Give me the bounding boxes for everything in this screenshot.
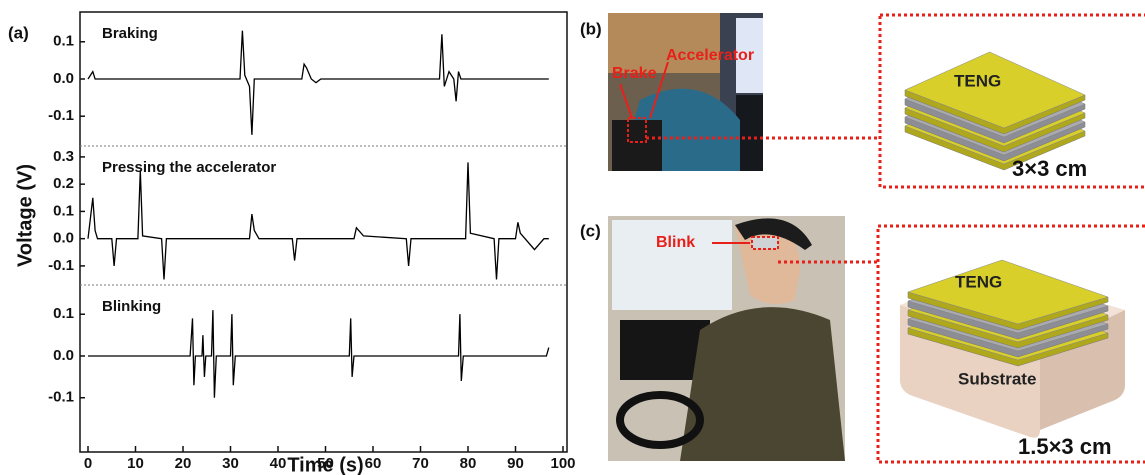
x-tick-label: 20 bbox=[175, 455, 192, 472]
device-size: 3×3 cm bbox=[1012, 156, 1087, 181]
y-tick-label: -0.1 bbox=[48, 257, 74, 274]
photo-c bbox=[608, 216, 845, 461]
layer bbox=[904, 51, 1086, 129]
x-tick-label: 90 bbox=[507, 455, 524, 472]
device-box bbox=[876, 224, 1145, 464]
device-label: TENG bbox=[954, 71, 1001, 90]
photo-b bbox=[608, 13, 763, 171]
panel-label: (b) bbox=[580, 19, 602, 38]
x-tick-label: 80 bbox=[460, 455, 477, 472]
y-tick-label: 0.0 bbox=[53, 347, 74, 364]
y-tick-label: 0.0 bbox=[53, 230, 74, 247]
x-tick-label: 50 bbox=[317, 455, 334, 472]
x-tick-label: 100 bbox=[550, 455, 575, 472]
x-tick-label: 60 bbox=[365, 455, 382, 472]
signal-line bbox=[88, 310, 550, 398]
panel-annotation: Pressing the accelerator bbox=[102, 159, 276, 176]
y-tick-label: 0.2 bbox=[53, 175, 74, 192]
y-axis-label: Voltage (V) bbox=[14, 164, 36, 267]
y-tick-label: -0.1 bbox=[48, 389, 74, 406]
x-axis-label: Time (s) bbox=[287, 454, 363, 475]
y-tick-label: 0.1 bbox=[53, 202, 74, 219]
panel-label: (a) bbox=[8, 23, 29, 42]
y-tick-label: 0.1 bbox=[53, 33, 74, 50]
y-tick-label: -0.1 bbox=[48, 107, 74, 124]
signal-line bbox=[87, 30, 549, 135]
panel-annotation: Blinking bbox=[102, 298, 161, 315]
photo-label: Blink bbox=[656, 234, 695, 251]
device-label: TENG bbox=[955, 272, 1002, 291]
plot-frame bbox=[79, 11, 568, 453]
y-tick-label: 0.0 bbox=[53, 70, 74, 87]
device-box bbox=[878, 13, 1145, 189]
panel-annotation: Braking bbox=[102, 25, 158, 42]
signal-line bbox=[87, 162, 549, 280]
x-tick-label: 70 bbox=[412, 455, 429, 472]
panel-label: (c) bbox=[580, 221, 601, 240]
y-tick-label: 0.1 bbox=[53, 305, 74, 322]
photo-label: Brake bbox=[612, 65, 657, 82]
x-tick-label: 30 bbox=[222, 455, 239, 472]
x-tick-label: 10 bbox=[127, 455, 144, 472]
x-tick-label: 40 bbox=[270, 455, 287, 472]
device-size: 1.5×3 cm bbox=[1018, 434, 1112, 459]
photo-label: Accelerator bbox=[666, 47, 754, 64]
x-tick-label: 0 bbox=[84, 455, 92, 472]
substrate-label: Substrate bbox=[958, 369, 1036, 388]
y-tick-label: 0.3 bbox=[53, 148, 74, 165]
layer bbox=[907, 259, 1109, 325]
